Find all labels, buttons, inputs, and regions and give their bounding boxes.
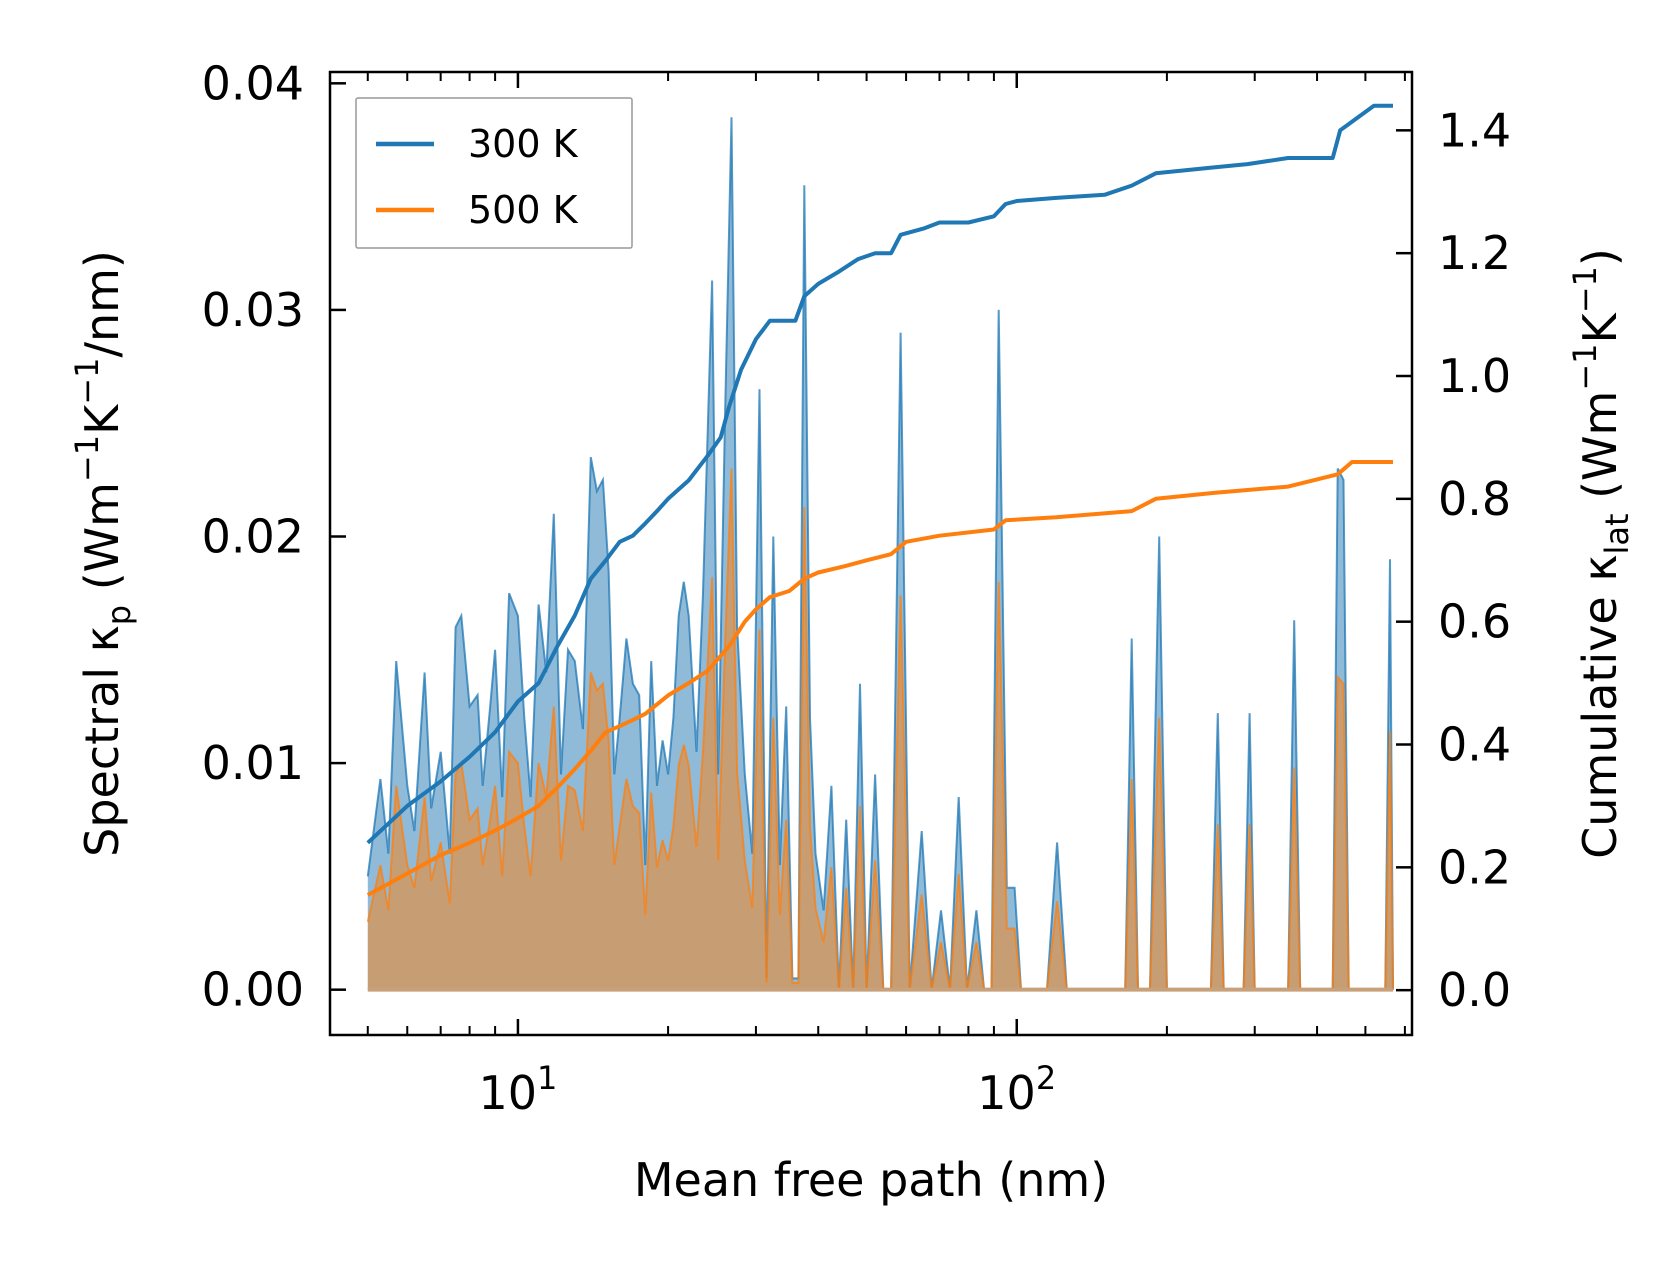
x-tick-base: 10: [977, 1066, 1036, 1120]
x-tick-base: 10: [478, 1066, 537, 1120]
y-right-tick-label: 0.8: [1438, 472, 1511, 526]
y-left-tick-label: 0.03: [202, 283, 304, 337]
y-left-axis-label-units-close: /nm): [75, 250, 129, 357]
x-tick-exponent: 1: [537, 1059, 557, 1097]
y-right-axis-label-sup2: −1: [1566, 266, 1604, 313]
y-left-tick-label: 0.00: [202, 963, 304, 1017]
y-left-axis-label-units-k: K: [75, 403, 129, 435]
cumulative-line-500k: [366, 460, 1393, 897]
legend: 300 K 500 K: [355, 97, 633, 249]
y-left-axis-label: Spectral κp (Wm−1K−1/nm): [68, 250, 138, 857]
y-right-axis-label: Cumulative κlat (Wm−1K−1): [1566, 248, 1636, 859]
y-right-axis-label-sup1: −1: [1566, 343, 1604, 390]
x-tick-label: 102: [977, 1059, 1056, 1120]
x-tick-label: 101: [478, 1059, 557, 1120]
x-tick-exponent: 2: [1036, 1059, 1056, 1097]
spectral-area-300k: [367, 117, 1393, 990]
y-left-axis-label-sup2: −1: [68, 358, 106, 405]
axes-frame: [328, 70, 1414, 1037]
legend-label-500k: 500 K: [468, 188, 579, 232]
y-left-axis-label-main: Spectral κ: [75, 625, 129, 857]
y-right-axis-label-subscript: lat: [1598, 514, 1636, 555]
y-right-axis-label-main: Cumulative κ: [1573, 555, 1627, 859]
plot-area: [366, 103, 1394, 992]
y-left-tick-label: 0.04: [202, 56, 304, 110]
spectral-line-500k: [366, 468, 1394, 991]
y-right-axis-label-units-k: K: [1573, 311, 1627, 343]
y-right-tick-label: 1.2: [1438, 226, 1511, 280]
y-left-tick-label: 0.01: [202, 736, 304, 790]
spectral-area-500k: [367, 468, 1393, 990]
y-right-tick-label: 1.0: [1438, 349, 1511, 403]
cumulative-line-300k: [366, 103, 1393, 845]
y-left-axis-label-units-open: (Wm: [75, 482, 129, 605]
y-left-tick-label: 0.02: [202, 510, 304, 564]
spectral-line-300k: [366, 117, 1394, 991]
axes: 101 1020.000.010.020.030.040.00.20.40.60.…: [68, 56, 1636, 1207]
legend-label-300k: 300 K: [468, 122, 579, 166]
x-axis-label: Mean free path (nm): [634, 1153, 1108, 1207]
y-right-tick-label: 1.4: [1438, 103, 1511, 157]
y-right-tick-label: 0.6: [1438, 595, 1511, 649]
y-right-axis-label-units-close: ): [1573, 248, 1627, 266]
y-right-tick-label: 0.4: [1438, 718, 1511, 772]
y-left-axis-label-subscript: p: [100, 605, 138, 625]
y-right-axis-label-units-open: (Wm: [1573, 391, 1627, 514]
y-right-tick-label: 0.2: [1438, 840, 1511, 894]
y-left-axis-label-sup1: −1: [68, 435, 106, 482]
y-right-tick-label: 0.0: [1438, 963, 1511, 1017]
